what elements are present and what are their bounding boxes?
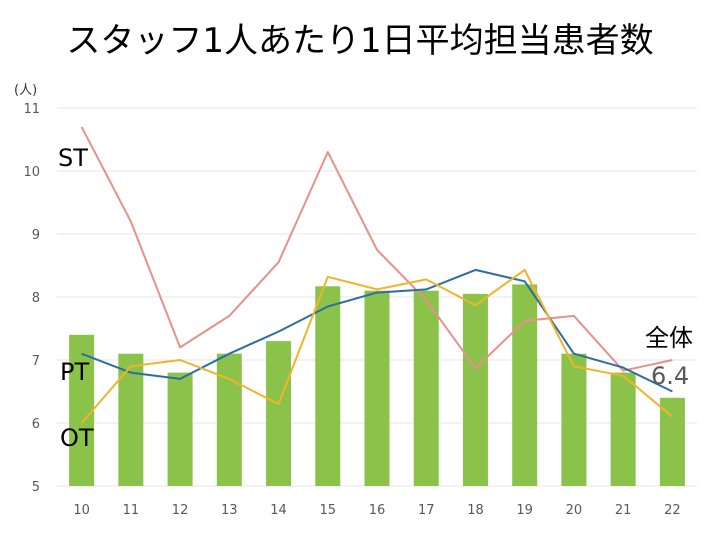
line-series (80, 126, 674, 424)
x-tick-label: 12 (172, 503, 189, 518)
bar-series (69, 284, 685, 486)
series-line-pt (81, 268, 673, 393)
last-bar-value-label: 6.4 (651, 362, 689, 390)
x-axis-ticks: 10 11 12 13 14 15 16 17 18 19 20 21 22 (73, 503, 680, 518)
series-label-pt: PT (60, 358, 89, 386)
bar (216, 353, 242, 486)
series-label-st: ST (58, 144, 88, 172)
x-tick-label: 11 (123, 503, 140, 518)
x-tick-label: 10 (73, 503, 90, 518)
series-label-ot: OT (60, 424, 94, 452)
bar (69, 334, 95, 486)
x-tick-label: 22 (664, 503, 681, 518)
y-axis-ticks: 5 6 7 8 9 10 11 (23, 102, 40, 495)
x-tick-label: 17 (418, 503, 435, 518)
series-line-st (80, 126, 673, 372)
bar (315, 286, 341, 486)
y-tick-label: 6 (32, 417, 40, 432)
bar (659, 397, 685, 486)
series-line-ot (80, 268, 674, 424)
bar (266, 341, 292, 486)
bar (561, 353, 587, 486)
series-label-total: 全体 (645, 324, 693, 352)
chart-title: スタッフ1人あたり1日平均担当患者数 (66, 21, 653, 61)
bar (167, 372, 193, 486)
y-tick-label: 7 (32, 354, 40, 369)
x-tick-label: 13 (221, 503, 238, 518)
bar (413, 290, 439, 486)
bar (610, 372, 636, 486)
bar (462, 293, 488, 486)
x-tick-label: 19 (516, 503, 533, 518)
y-tick-label: 11 (23, 102, 40, 117)
x-tick-label: 15 (319, 503, 336, 518)
y-tick-label: 9 (32, 228, 40, 243)
y-tick-label: 10 (23, 165, 40, 180)
bar (512, 284, 538, 486)
x-tick-label: 16 (369, 503, 386, 518)
y-tick-label: 5 (32, 480, 40, 495)
y-tick-label: 8 (32, 291, 40, 306)
x-tick-label: 18 (467, 503, 484, 518)
y-unit-label: (人) (14, 83, 37, 98)
x-tick-label: 14 (270, 503, 287, 518)
x-tick-label: 20 (566, 503, 583, 518)
bar (364, 290, 390, 486)
x-tick-label: 21 (615, 503, 632, 518)
